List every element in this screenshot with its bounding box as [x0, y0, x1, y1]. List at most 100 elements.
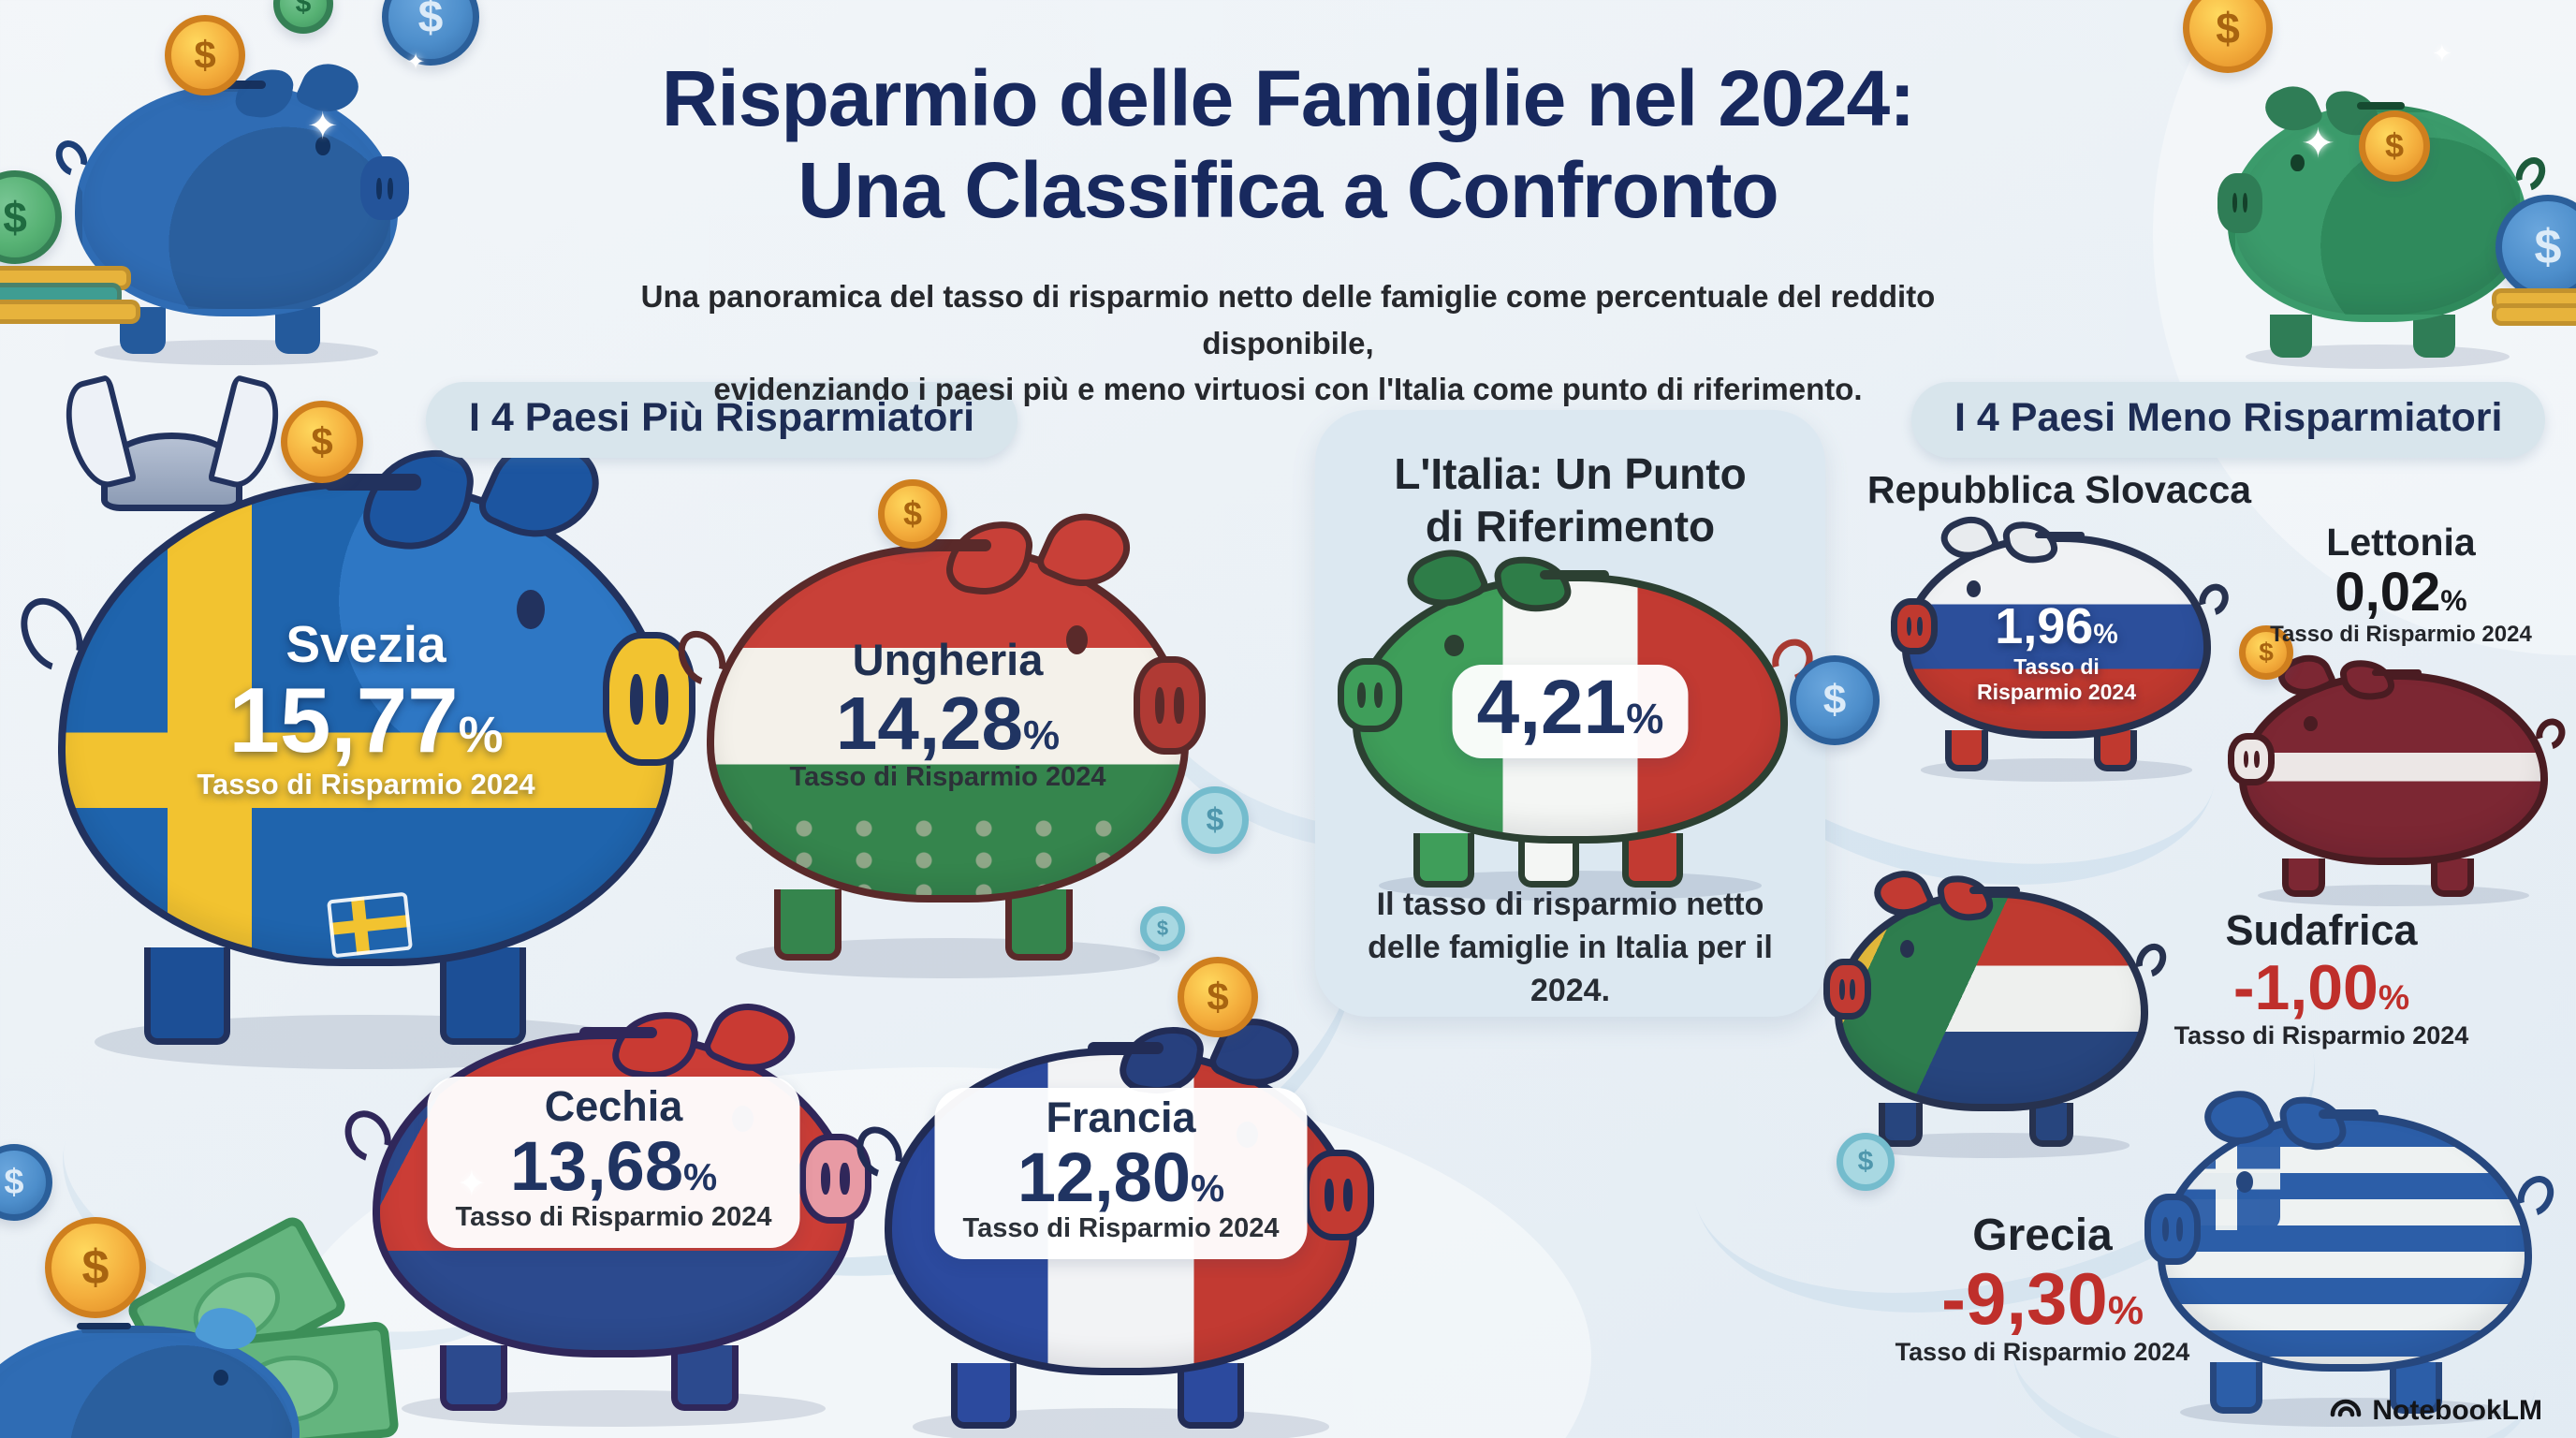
notebooklm-watermark: NotebookLM — [2329, 1393, 2542, 1429]
coin-slot — [1088, 1042, 1164, 1054]
coin-slot — [1539, 569, 1610, 580]
piggy-bank-italia: 4,21% — [1337, 537, 1821, 902]
pig-leg — [1005, 888, 1074, 961]
dollar-coin-icon: $ — [273, 0, 333, 34]
rate-label: Tasso di Risparmio 2024 — [1976, 653, 2137, 705]
pig-snout — [1891, 598, 1938, 654]
rate-label: Tasso di Risparmio 2024 — [789, 761, 1106, 792]
savings-rate: 13,68 — [509, 1127, 683, 1206]
rate-label: Tasso di Risparmio 2024 — [2174, 1021, 2469, 1050]
country-name: Sudafrica — [2225, 906, 2418, 954]
savings-rate: 1,96 — [1995, 597, 2094, 654]
dollar-coin-icon: $ — [0, 1144, 52, 1221]
coin-slot — [2034, 531, 2085, 539]
coin-stack-icon — [0, 266, 140, 324]
pig-leg — [1413, 833, 1475, 888]
dollar-coin-icon: $ — [878, 479, 947, 549]
coin-slot — [322, 473, 422, 491]
rate-label: Tasso di Risparmio 2024 — [455, 1201, 772, 1232]
ungheria-stats: Ungheria 14,28% Tasso di Risparmio 2024 — [707, 634, 1189, 793]
country-name: Cechia — [544, 1082, 683, 1131]
pig-eye — [1065, 624, 1088, 654]
savings-rate: 4,21 — [1476, 665, 1627, 751]
dollar-coin-icon: $ — [165, 15, 245, 95]
section-header-top-savers: I 4 Paesi Più Risparmiatori — [426, 382, 1018, 458]
piggy-bank-slovacca: 1,96% Tasso di Risparmio 2024 — [1891, 507, 2234, 782]
pig-leg — [144, 947, 231, 1045]
savings-rate: 15,77 — [228, 668, 459, 771]
pig-leg — [774, 888, 842, 961]
svezia-stats: Svezia 15,77% Tasso di Risparmio 2024 — [58, 614, 674, 801]
notebooklm-logo-icon — [2329, 1393, 2363, 1429]
coin-slot — [1969, 887, 2020, 895]
sparkle-icon: ✦ — [406, 50, 426, 75]
pig-leg — [440, 1345, 508, 1411]
piggy-bank-grecia — [2144, 1079, 2561, 1427]
italy-caption: Il tasso di risparmio netto delle famigl… — [1368, 887, 1773, 1008]
grecia-stats: Grecia -9,30% Tasso di Risparmio 2024 — [1893, 1210, 2192, 1367]
pig-snout — [2144, 1194, 2201, 1266]
decorative-piggy-bank-bottom-left — [0, 1299, 300, 1438]
dollar-coin-icon: $ — [2359, 110, 2430, 182]
title-line-1: Risparmio delle Famiglie nel 2024: — [661, 54, 1916, 142]
savings-rate: -1,00 — [2232, 952, 2378, 1023]
country-name: Svezia — [285, 614, 446, 673]
cechia-stats: Cechia 13,68% Tasso di Risparmio 2024 — [373, 1077, 855, 1248]
rate-label: Tasso di Risparmio 2024 — [1895, 1337, 2190, 1366]
page-subtitle: Una panoramica del tasso di risparmio ne… — [640, 279, 1936, 406]
pig-body-south-africa-flag — [1835, 889, 2148, 1111]
coin-stack-icon — [2492, 288, 2576, 326]
rate-label: Tasso di Risparmio 2024 — [197, 767, 535, 800]
title-line-2: Una Classifica a Confronto — [798, 146, 1779, 235]
dollar-coin-icon: $ — [1790, 655, 1880, 745]
notebooklm-brand-text: NotebookLM — [2372, 1395, 2542, 1426]
rate-label: Tasso di Risparmio 2024 — [962, 1212, 1280, 1243]
slovacca-stats: 1,96% Tasso di Risparmio 2024 — [1902, 597, 2211, 706]
country-name: Francia — [1046, 1093, 1196, 1142]
piggy-bank-ungheria: Ungheria 14,28% Tasso di Risparmio 2024 — [668, 499, 1207, 979]
country-name: Ungheria — [852, 635, 1044, 685]
dollar-coin-icon: $ — [1178, 957, 1258, 1037]
pig-leg — [1622, 833, 1684, 888]
pig-leg — [671, 1345, 739, 1411]
pig-snout — [1133, 655, 1207, 756]
section-header-low-savers: I 4 Paesi Meno Risparmiatori — [1911, 382, 2546, 458]
viking-helmet-icon — [101, 432, 243, 511]
savings-rate: 0,02 — [2334, 562, 2441, 623]
page-title: Risparmio delle Famiglie nel 2024: Una C… — [464, 52, 2112, 237]
sparkle-icon: ✦ — [2432, 39, 2452, 67]
pig-leg — [439, 947, 527, 1045]
pig-leg — [1878, 1102, 1923, 1147]
decorative-piggy-bank-top-right — [2217, 78, 2552, 369]
country-name: Grecia — [1972, 1211, 2113, 1260]
pig-eye — [1443, 635, 1464, 657]
dollar-coin-icon: $ — [1140, 906, 1185, 951]
dollar-coin-icon: $ — [0, 170, 62, 264]
pig-leg — [2210, 1361, 2262, 1414]
dollar-coin-icon: $ — [2239, 625, 2293, 680]
country-name-slovacca: Repubblica Slovacca — [1866, 468, 2252, 511]
pig-leg — [2028, 1102, 2073, 1147]
lettonia-stats: Lettonia 0,02% Tasso di Risparmio 2024 — [2247, 521, 2555, 648]
pig-eye — [1967, 580, 1982, 597]
pig-leg — [1178, 1362, 1244, 1429]
coin-slot — [2371, 668, 2422, 677]
dollar-coin-icon: $ — [281, 401, 363, 483]
pig-eye — [517, 590, 545, 630]
coin-slot — [914, 538, 991, 552]
coin-slot — [2319, 1109, 2378, 1119]
pig-snout — [1823, 959, 1871, 1020]
pig-snout — [2228, 732, 2275, 786]
piggy-bank-svezia: Svezia 15,77% Tasso di Risparmio 2024 — [7, 421, 696, 1069]
francia-stats: Francia 12,80% Tasso di Risparmio 2024 — [885, 1088, 1357, 1259]
piggy-bank-francia: Francia 12,80% Tasso di Risparmio 2024 — [848, 1005, 1374, 1438]
pig-leg — [2430, 858, 2474, 897]
piggy-bank-cechia: Cechia 13,68% Tasso di Risparmio 2024 — [335, 990, 872, 1428]
savings-rate: -9,30 — [1941, 1257, 2108, 1340]
pig-leg — [2093, 730, 2137, 771]
sweden-flag-badge — [326, 891, 413, 959]
pig-leg — [2282, 858, 2326, 897]
pig-body-latvia-flag — [2239, 672, 2548, 866]
sparkle-icon: ✦ — [307, 106, 339, 147]
